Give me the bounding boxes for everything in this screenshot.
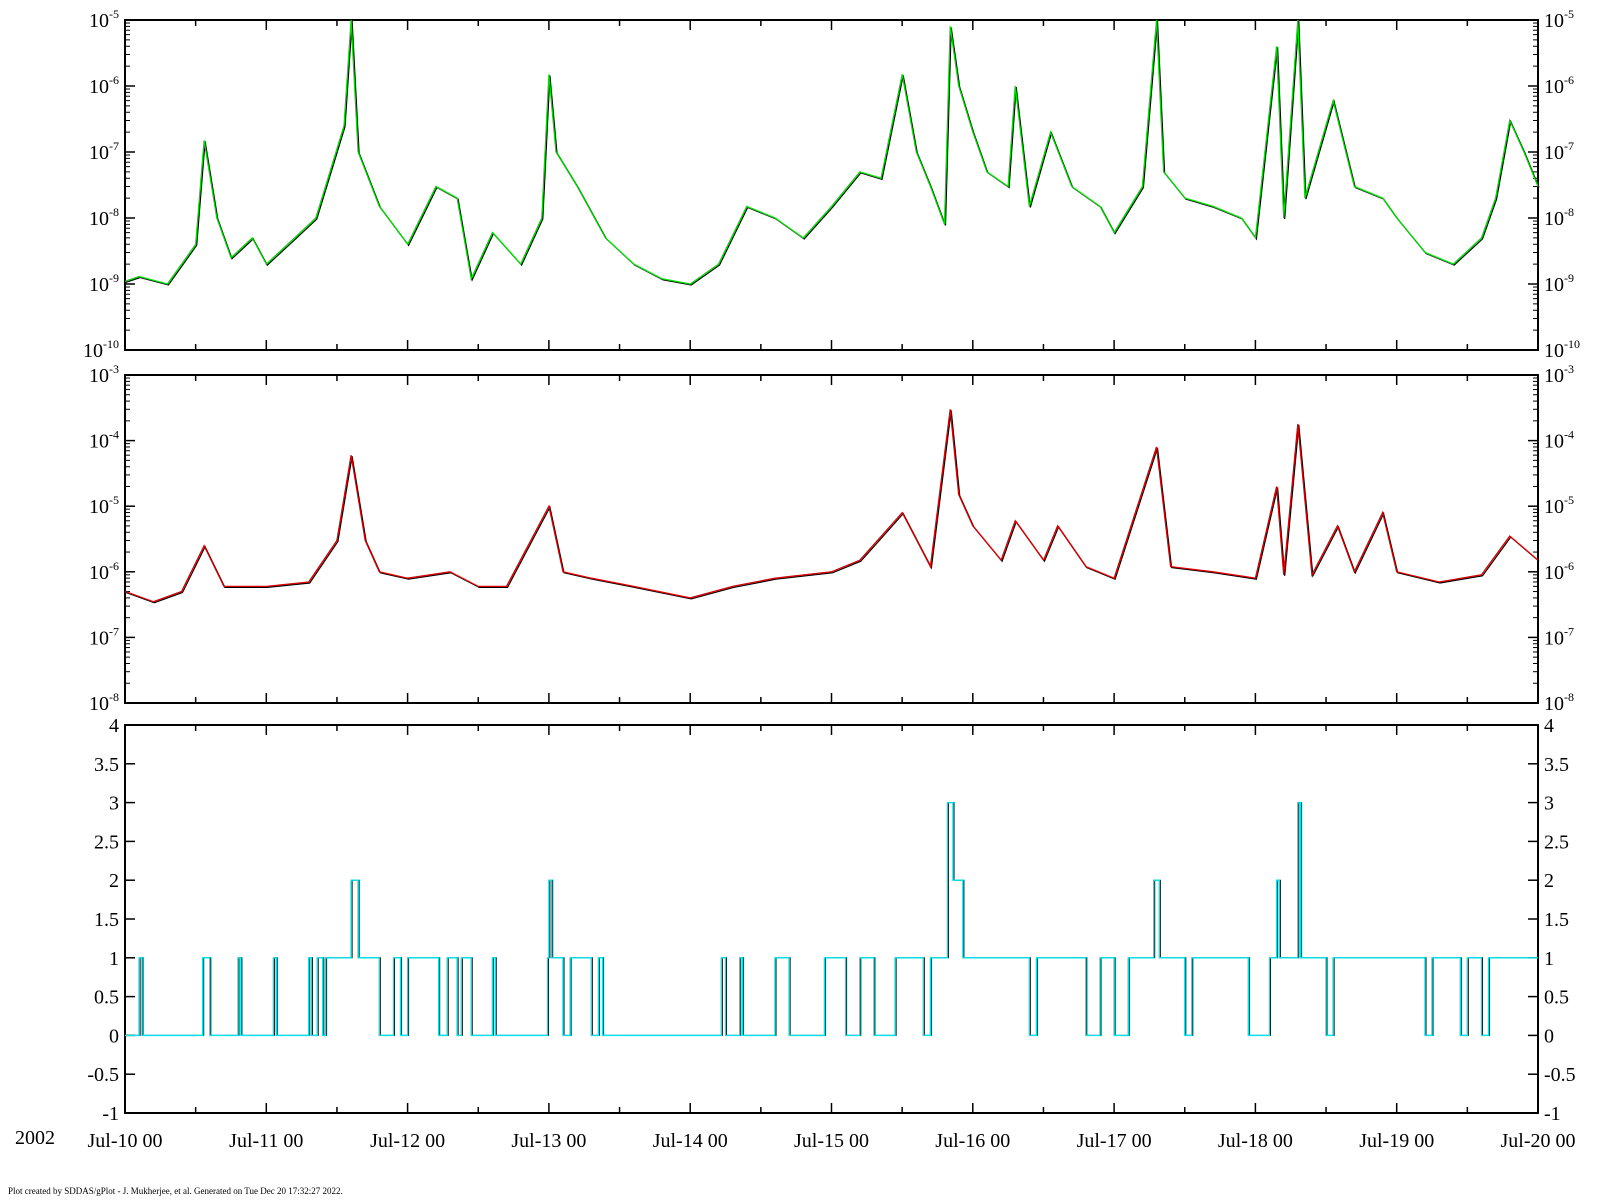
y-tick-label-right: 10-8: [1544, 690, 1574, 715]
y-tick-label-right: 10-10: [1544, 337, 1580, 362]
y-tick-label-left: 10-10: [83, 337, 119, 362]
y-tick-label-right: -0.5: [1544, 1064, 1576, 1086]
y-tick-label-left: 0: [109, 1025, 119, 1047]
y-tick-label-left: 10-3: [89, 362, 119, 387]
y-tick-label-left: 4: [109, 715, 119, 737]
series-1-line: [124, 19, 1539, 285]
x-tick-label: Jul-11 00: [229, 1130, 303, 1152]
y-tick-label-left: -1: [102, 1103, 119, 1125]
x-tick-label: Jul-15 00: [794, 1130, 869, 1152]
y-tick-label-right: 10-7: [1544, 624, 1574, 649]
y-tick-label-right: 10-5: [1544, 493, 1574, 518]
y-tick-label-right: -1: [1544, 1103, 1561, 1125]
y-tick-label-right: 10-6: [1544, 73, 1574, 98]
y-tick-label-right: 10-8: [1544, 205, 1574, 230]
x-tick-label: Jul-17 00: [1077, 1130, 1152, 1152]
y-tick-label-left: 3.5: [94, 754, 119, 776]
x-tick-label: Jul-19 00: [1359, 1130, 1434, 1152]
y-tick-label-right: 2.5: [1544, 831, 1569, 853]
y-tick-label-right: 10-5: [1544, 7, 1574, 32]
x-tick-label: Jul-14 00: [653, 1130, 728, 1152]
x-tick-label: Jul-20 00: [1501, 1130, 1576, 1152]
y-tick-label-left: 10-8: [89, 690, 119, 715]
y-tick-label-right: 4: [1544, 715, 1554, 737]
y-tick-label-left: 2: [109, 870, 119, 892]
x-tick-label: Jul-13 00: [511, 1130, 586, 1152]
y-tick-label-left: 10-7: [89, 624, 119, 649]
y-tick-label-right: 10-4: [1544, 428, 1574, 453]
y-tick-label-left: 1.5: [94, 909, 119, 931]
y-tick-label-right: 10-6: [1544, 559, 1574, 584]
x-tick-label: Jul-18 00: [1218, 1130, 1293, 1152]
series-2-shadow: [125, 410, 1540, 604]
y-tick-label-right: 1: [1544, 948, 1554, 970]
series-3-line: [125, 801, 1538, 1037]
y-tick-label-left: -0.5: [87, 1064, 119, 1086]
y-tick-label-right: 3: [1544, 793, 1554, 815]
y-tick-label-left: 1: [109, 948, 119, 970]
y-tick-label-left: 10-5: [89, 493, 119, 518]
year-label: 2002: [15, 1127, 55, 1149]
y-tick-label-left: 3: [109, 793, 119, 815]
x-tick-label: Jul-12 00: [370, 1130, 445, 1152]
y-tick-label-left: 10-6: [89, 559, 119, 584]
y-tick-label-right: 0: [1544, 1025, 1554, 1047]
series-1-shadow: [125, 20, 1540, 286]
x-tick-label: Jul-16 00: [935, 1130, 1010, 1152]
y-tick-label-right: 2: [1544, 870, 1554, 892]
y-tick-label-right: 0.5: [1544, 987, 1569, 1009]
y-tick-label-left: 10-5: [89, 7, 119, 32]
y-tick-label-right: 10-9: [1544, 271, 1574, 296]
y-tick-label-left: 2.5: [94, 831, 119, 853]
y-tick-label-left: 0.5: [94, 987, 119, 1009]
y-tick-label-left: 10-8: [89, 205, 119, 230]
series-3-shadow: [126, 802, 1539, 1036]
x-tick-label: Jul-10 00: [88, 1130, 163, 1152]
y-tick-label-right: 1.5: [1544, 909, 1569, 931]
y-tick-label-right: 10-3: [1544, 362, 1574, 387]
y-tick-label-right: 3.5: [1544, 754, 1569, 776]
y-tick-label-left: 10-7: [89, 139, 119, 164]
footer-credit: Plot created by SDDAS/gPlot - J. Mukherj…: [8, 1186, 343, 1196]
y-tick-label-left: 10-4: [89, 428, 119, 453]
y-tick-label-left: 10-9: [89, 271, 119, 296]
panel-1-frame: [124, 19, 1539, 351]
series-2-line: [124, 409, 1539, 603]
panel-3-frame: [124, 724, 1539, 1114]
y-tick-label-left: 10-6: [89, 73, 119, 98]
y-tick-label-right: 10-7: [1544, 139, 1574, 164]
